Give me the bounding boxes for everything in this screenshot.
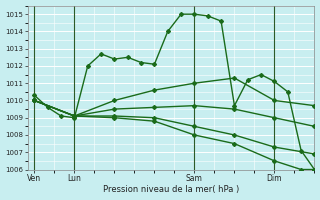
X-axis label: Pression niveau de la mer( hPa ): Pression niveau de la mer( hPa ) [103, 185, 239, 194]
